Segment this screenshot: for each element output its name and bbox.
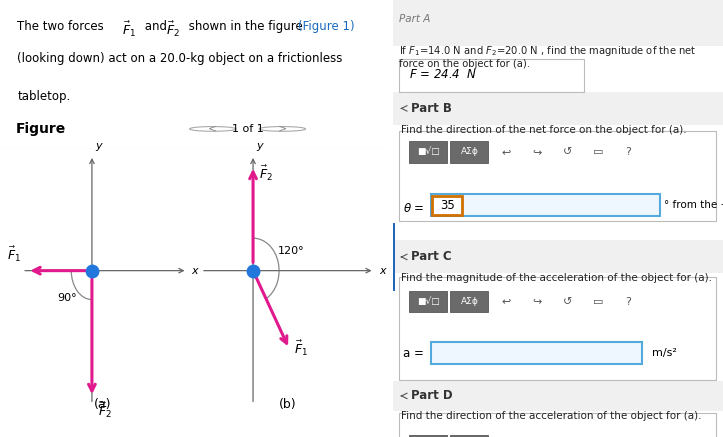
Text: $F$ = 24.4  N: $F$ = 24.4 N [409,68,477,81]
Bar [409,291,447,312]
Bar [393,223,395,291]
Text: y: y [95,142,102,152]
Text: <: < [208,124,218,134]
Bar [450,435,489,437]
Text: and: and [141,20,171,33]
Circle shape [189,127,236,131]
Text: x: x [192,266,198,276]
Text: $\vec{F}_1$: $\vec{F}_1$ [7,245,22,264]
Text: Part D: Part D [411,389,453,402]
Text: AΣϕ: AΣϕ [461,297,479,306]
Bar [432,196,462,215]
Circle shape [259,127,306,131]
Text: Find the direction of the net force on the object for (a).: Find the direction of the net force on t… [401,125,686,135]
Text: >: > [278,124,287,134]
Bar [399,131,716,221]
Text: $\theta$ =: $\theta$ = [403,201,424,215]
Text: ?: ? [625,147,631,156]
Text: ▭: ▭ [593,147,603,156]
Text: shown in the figure: shown in the figure [185,20,307,33]
Text: x: x [379,266,385,276]
Bar [450,141,489,163]
Text: (looking down) act on a 20.0-kg object on a frictionless: (looking down) act on a 20.0-kg object o… [17,52,343,66]
Text: (b): (b) [279,398,296,411]
Bar [399,277,716,380]
Text: (Figure 1): (Figure 1) [298,20,354,33]
Bar [409,141,447,163]
Bar [431,194,660,216]
Text: a =: a = [403,347,424,361]
Text: $\vec{F}_2$: $\vec{F}_2$ [166,20,179,39]
Text: If $F_1$=14.0 N and $F_2$=20.0 N , find the magnitude of the net force on the ob: If $F_1$=14.0 N and $F_2$=20.0 N , find … [399,44,697,69]
Text: $\vec{F}_2$: $\vec{F}_2$ [259,163,273,183]
Text: Find the direction of the acceleration of the object for (a).: Find the direction of the acceleration o… [401,411,701,421]
Text: Part B: Part B [411,102,452,115]
Bar [399,59,584,92]
Text: Part C: Part C [411,250,451,264]
Text: tabletop.: tabletop. [17,90,71,103]
Text: 1 of 1: 1 of 1 [231,124,263,134]
Bar [450,291,489,312]
Text: Part A: Part A [399,14,431,24]
Bar [393,240,723,273]
Bar [431,342,642,364]
Text: $\vec{F}_1$: $\vec{F}_1$ [294,339,307,358]
Text: ↩: ↩ [502,147,511,156]
Text: ■√□: ■√□ [416,297,440,306]
Bar [409,435,447,437]
Text: $\vec{F}_1$: $\vec{F}_1$ [122,20,136,39]
Bar [399,413,716,437]
Bar [393,0,723,46]
Text: ↺: ↺ [562,297,572,306]
Text: Figure: Figure [15,122,66,136]
Text: AΣϕ: AΣϕ [461,147,479,156]
Text: Find the magnitude of the acceleration of the object for (a).: Find the magnitude of the acceleration o… [401,273,712,283]
Text: ↺: ↺ [562,147,572,156]
Text: m/s²: m/s² [652,348,677,357]
Text: y: y [257,142,263,152]
Text: ■√□: ■√□ [416,147,440,156]
Text: ° from the +x axis: ° from the +x axis [664,201,723,210]
Text: ▭: ▭ [593,297,603,306]
Text: 120°: 120° [278,246,304,257]
Text: 90°: 90° [57,293,77,303]
Text: The two forces: The two forces [17,20,108,33]
Text: (a): (a) [93,398,111,411]
Text: $\vec{F}_2$: $\vec{F}_2$ [98,401,112,420]
Bar [393,381,723,411]
Text: 35: 35 [440,199,455,212]
Text: ↪: ↪ [532,147,542,156]
Text: ?: ? [625,297,631,306]
Bar [393,92,723,125]
Text: ↩: ↩ [502,297,511,306]
Text: ↪: ↪ [532,297,542,306]
